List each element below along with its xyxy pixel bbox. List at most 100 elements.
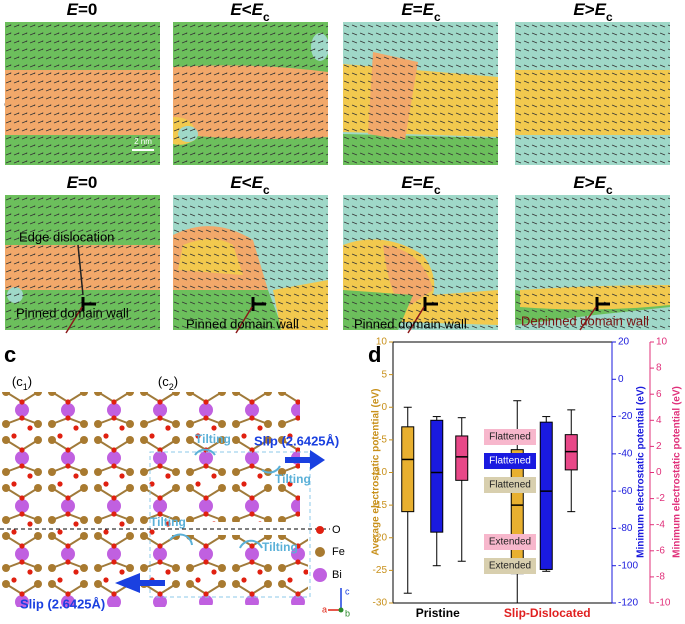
title-part: > [585, 173, 595, 192]
title-part: 1 [23, 382, 28, 392]
annotation: Extended [489, 561, 531, 572]
legend [313, 526, 327, 582]
title-part: c [263, 183, 270, 197]
title-part: < [242, 0, 252, 19]
tick-label: -40 [618, 448, 633, 459]
axis-label: c [345, 586, 350, 596]
annotation-arrows [65, 306, 597, 334]
box [430, 419, 444, 533]
title-part: (c [158, 374, 169, 389]
title: E<Ec [230, 0, 270, 24]
tick-label: 5 [381, 369, 387, 380]
domain-map [515, 195, 670, 330]
title: E=Ec [401, 173, 441, 197]
annotation: Pinned domain wall [354, 316, 467, 331]
axis-label: a [322, 604, 327, 614]
annotation-arrows [77, 244, 84, 296]
title-part: E [595, 173, 607, 192]
domain-map [5, 22, 160, 165]
tilting-label: Tilting [150, 515, 186, 529]
tick-label: -2 [656, 493, 665, 504]
dislocation-symbols [81, 297, 610, 311]
box [539, 421, 553, 570]
title-part: E [230, 173, 242, 192]
annotation-box [484, 534, 536, 550]
tilting-label: Tilting [262, 540, 298, 554]
title-part: c [434, 183, 441, 197]
tick-label: -120 [618, 598, 638, 609]
title: (c1) [12, 374, 32, 392]
tick-label: -15 [373, 500, 388, 511]
annotation-box [484, 453, 536, 469]
box [455, 435, 469, 481]
domain-map [173, 22, 328, 165]
y2-axis-label: Minimum electrostatic potential (eV) [636, 386, 647, 558]
tick-label: 2 [656, 441, 662, 452]
tilting-label: Tilting [275, 472, 311, 486]
annotation: Edge dislocation [19, 229, 114, 244]
title-part: E [67, 0, 79, 19]
domain-map [343, 195, 498, 330]
annotation: Pinned domain wall [186, 316, 299, 331]
title-part: < [242, 173, 252, 192]
tick-label: -20 [618, 411, 633, 422]
tick-label: 8 [656, 363, 662, 374]
category-label: Slip-Dislocated [504, 606, 591, 620]
annotation-box [484, 558, 536, 574]
tick-label: -10 [373, 467, 388, 478]
tick-label: 0 [618, 374, 624, 385]
crystal [160, 392, 300, 522]
y-axis-label: Average electrostatic potential (eV) [371, 389, 382, 556]
tick-label: 4 [656, 415, 662, 426]
tick-label: -6 [656, 545, 665, 556]
annotation: Flattened [489, 456, 531, 467]
title-part: E [423, 173, 435, 192]
title-part: E [230, 0, 242, 19]
tick-label: 0 [381, 402, 387, 413]
title: E>Ec [573, 0, 613, 24]
slip-label: Slip (2.6425Å) [20, 596, 105, 611]
scale-bar-label: 2 nm [134, 137, 152, 146]
title-part: > [585, 0, 595, 19]
crystal [2, 392, 172, 607]
y3-axis-label: Minimum electrostatic potential (eV) [672, 386, 683, 558]
legend-label: Bi [332, 569, 342, 581]
annotation: Flattened [489, 480, 531, 491]
title-part: = [413, 173, 423, 192]
title-part: E [595, 0, 607, 19]
tick-label: -100 [618, 560, 638, 571]
legend-label: O [332, 524, 341, 536]
slip-box [149, 451, 311, 598]
title-part: E [423, 0, 435, 19]
annotation: Extended [489, 537, 531, 548]
box [401, 426, 415, 513]
title: E=0 [67, 0, 98, 19]
annotation: Depinned domain wall [521, 313, 649, 328]
title-part: E [252, 0, 264, 19]
axis-label: b [345, 608, 350, 618]
tick-label: 0 [656, 467, 662, 478]
title-part: ) [174, 374, 178, 389]
tick-label: 20 [618, 337, 630, 348]
title-part: =0 [78, 0, 97, 19]
title-part: E [573, 173, 585, 192]
title-part: 2 [169, 382, 174, 392]
annotation: Flattened [489, 432, 531, 443]
tick-label: -4 [656, 519, 665, 530]
tilting-label: Tilting [195, 432, 231, 446]
title-part: E [573, 0, 585, 19]
tick-label: -30 [373, 598, 388, 609]
annotation: Pinned domain wall [16, 305, 129, 320]
title: E>Ec [573, 173, 613, 197]
category-label: Pristine [416, 606, 460, 620]
tick-label: 10 [376, 337, 388, 348]
title-part: E [401, 0, 413, 19]
annotation-box [484, 477, 536, 493]
title-part: c [606, 183, 613, 197]
domain-map [173, 195, 328, 330]
title: E=Ec [401, 0, 441, 24]
tick-label: -60 [618, 486, 633, 497]
tick-label: 10 [656, 337, 668, 348]
title-part: =0 [78, 173, 97, 192]
